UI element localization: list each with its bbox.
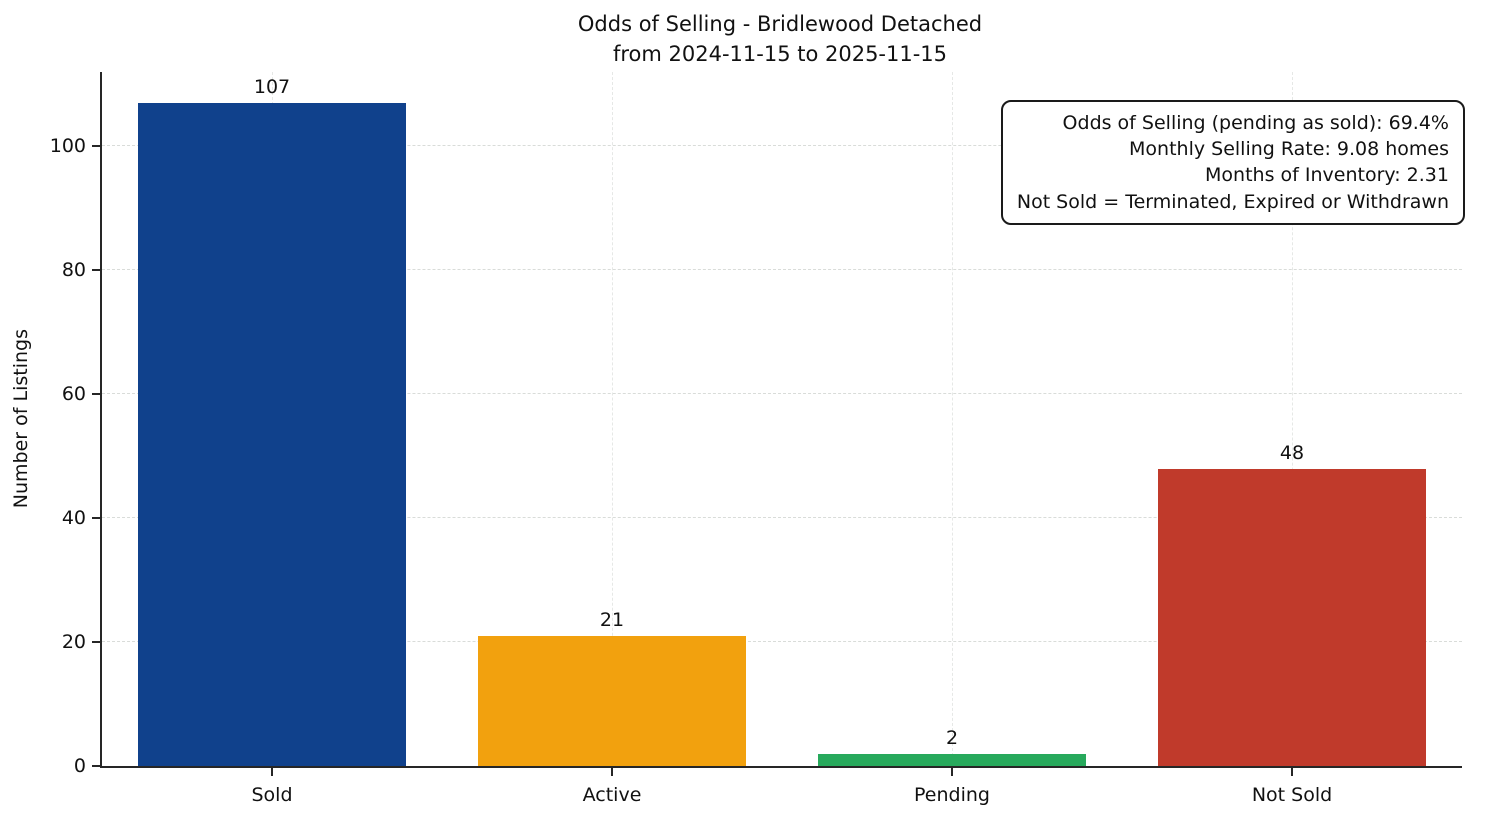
annotation-line: Odds of Selling (pending as sold): 69.4% xyxy=(1062,112,1449,134)
bar-value-label: 21 xyxy=(599,608,625,631)
y-tick-mark xyxy=(92,393,100,396)
x-tick-label: Sold xyxy=(251,784,293,806)
y-tick-mark xyxy=(92,641,100,644)
y-tick-label: 100 xyxy=(49,135,86,158)
annotation-line: Monthly Selling Rate: 9.08 homes xyxy=(1129,138,1449,161)
chart-title-block: Odds of Selling - Bridlewood Detached fr… xyxy=(100,10,1460,70)
x-tick-mark xyxy=(611,768,613,776)
y-tick-label: 0 xyxy=(73,755,86,777)
gridline-vertical xyxy=(952,72,953,766)
annotation-box: Odds of Selling (pending as sold): 69.4%… xyxy=(1000,100,1465,225)
y-axis-label-wrap: Number of Listings xyxy=(6,72,36,766)
bar-sold xyxy=(137,102,407,766)
x-tick-label: Not Sold xyxy=(1251,784,1333,806)
chart-subtitle: from 2024-11-15 to 2025-11-15 xyxy=(612,41,948,66)
y-tick-mark xyxy=(92,269,100,272)
y-tick-mark xyxy=(92,145,100,148)
x-tick-mark xyxy=(271,768,273,776)
bar-value-label: 107 xyxy=(253,75,291,98)
x-tick-mark xyxy=(951,768,953,776)
y-tick-mark xyxy=(92,517,100,520)
y-tick-label: 60 xyxy=(61,383,86,406)
annotation-line: Months of Inventory: 2.31 xyxy=(1205,164,1449,187)
bar-value-label: 2 xyxy=(945,726,959,749)
y-tick-label: 40 xyxy=(61,507,86,530)
bar-value-label: 48 xyxy=(1279,441,1305,464)
x-tick-label: Pending xyxy=(914,784,990,806)
annotation-line: Not Sold = Terminated, Expired or Withdr… xyxy=(1016,190,1449,213)
bar-not-sold xyxy=(1157,468,1427,766)
y-tick-mark xyxy=(92,765,100,767)
chart-title: Odds of Selling - Bridlewood Detached xyxy=(577,12,983,36)
bar-pending xyxy=(817,753,1087,766)
x-tick-label: Active xyxy=(582,784,642,806)
y-axis-label: Number of Listings xyxy=(10,329,32,509)
y-tick-label: 20 xyxy=(61,631,86,654)
bar-active xyxy=(477,635,747,766)
x-tick-mark xyxy=(1291,768,1293,776)
y-tick-label: 80 xyxy=(61,259,86,282)
